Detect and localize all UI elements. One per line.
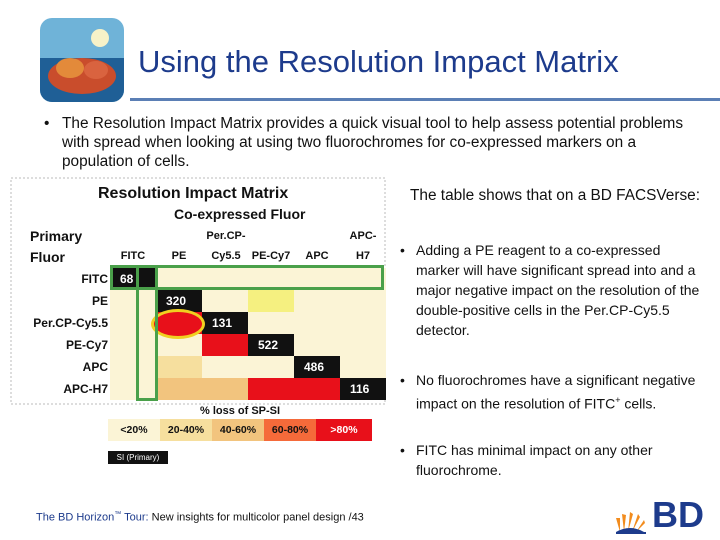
intro-text: The Resolution Impact Matrix provides a … (62, 115, 684, 170)
matrix-cells (110, 268, 386, 400)
bullet-marker: • (400, 442, 405, 458)
si-primary-label: SI (Primary) (108, 451, 168, 464)
col-header-fitc: FITC (120, 250, 146, 262)
diag-value-pe: 320 (166, 294, 187, 308)
matrix-subtitle: Co-expressed Fluor (174, 206, 306, 222)
legend-title: % loss of SP-SI (200, 405, 281, 417)
bullet-marker: • (44, 115, 50, 132)
col-header-percp-line1: Per.CP- (206, 230, 246, 242)
slide-footer: The BD Horizon™ Tour: New insights for m… (36, 511, 364, 524)
slide-title: Using the Resolution Impact Matrix (138, 44, 619, 79)
footer-brand-end: Tour: (121, 511, 152, 524)
col-header-apch7-line1: APC- (349, 230, 377, 242)
table-summary-heading: The table shows that on a BD FACSVerse: (410, 187, 701, 204)
legend-20-40: 20-40% (160, 419, 212, 441)
side-bullet-2-text: No fluorochromes have a significant nega… (400, 370, 700, 414)
primary-label-line2: Fluor (30, 249, 65, 265)
side-bullet-1-text: Adding a PE reagent to a co-expressed ma… (416, 242, 700, 338)
col-header-apch7-line2: H7 (355, 250, 371, 262)
side-bullet-2-end: cells. (620, 395, 657, 412)
diag-value-fitc: 68 (120, 272, 134, 286)
footer-tm: ™ (114, 511, 122, 518)
row-label-pe: PE (91, 294, 108, 308)
side-bullet-3-text: FITC has minimal impact on any other flu… (416, 442, 653, 478)
footer-text: New insights for multicolor panel design… (151, 511, 364, 524)
side-bullet-2-sup: + (615, 395, 621, 405)
row-label-percp: Per.CP-Cy5.5 (33, 316, 108, 330)
bd-logo-text: BD (652, 494, 704, 535)
legend-lt20: <20% (108, 419, 160, 441)
diag-value-percp: 131 (212, 316, 233, 330)
col-header-pecy7: PE-Cy7 (251, 250, 291, 262)
matrix-title: Resolution Impact Matrix (98, 185, 289, 202)
bullet-marker: • (400, 372, 405, 388)
col-header-percp-line2: Cy5.5 (211, 250, 241, 262)
col-header-pe: PE (171, 250, 187, 262)
side-bullet-3: • FITC has minimal impact on any other f… (400, 440, 700, 480)
bd-logo: BD (612, 494, 716, 536)
row-label-pecy7: PE-Cy7 (65, 338, 108, 352)
highlight-fitc-column (136, 265, 158, 401)
row-label-apc: APC (82, 360, 108, 374)
diag-value-pecy7: 522 (258, 338, 279, 352)
primary-fluor-label: Primary Fluor (30, 226, 82, 268)
primary-label-line1: Primary (30, 228, 83, 244)
title-divider (130, 98, 720, 101)
resolution-impact-matrix: Resolution Impact Matrix Co-expressed Fl… (8, 176, 388, 466)
matrix-grid (10, 177, 386, 405)
slide-thumbnail-image (40, 18, 124, 102)
side-bullet-1: • Adding a PE reagent to a co-expressed … (400, 240, 700, 340)
highlight-fitc-row (110, 265, 384, 290)
row-label-fitc: FITC (81, 272, 108, 286)
diag-value-apc: 486 (304, 360, 325, 374)
bd-sunburst-icon (616, 512, 646, 534)
bullet-marker: • (400, 242, 405, 258)
highlight-oval (151, 309, 205, 339)
col-header-percp: Per.CP- Cy5.5 (198, 230, 254, 263)
intro-bullet: • The Resolution Impact Matrix provides … (44, 114, 684, 171)
legend-gt80: >80% (316, 419, 372, 441)
legend-40-60: 40-60% (212, 419, 264, 441)
col-header-apc: APC (305, 250, 329, 262)
diag-value-apch7: 116 (350, 382, 370, 396)
legend-60-80: 60-80% (264, 419, 316, 441)
col-header-apch7: APC- H7 (340, 230, 386, 263)
side-bullet-2: • No fluorochromes have a significant ne… (400, 370, 700, 414)
footer-brand: The BD Horizon (36, 511, 115, 524)
side-bullet-2-main: No fluorochromes have a significant nega… (416, 372, 696, 412)
row-label-apch7: APC-H7 (63, 382, 108, 396)
